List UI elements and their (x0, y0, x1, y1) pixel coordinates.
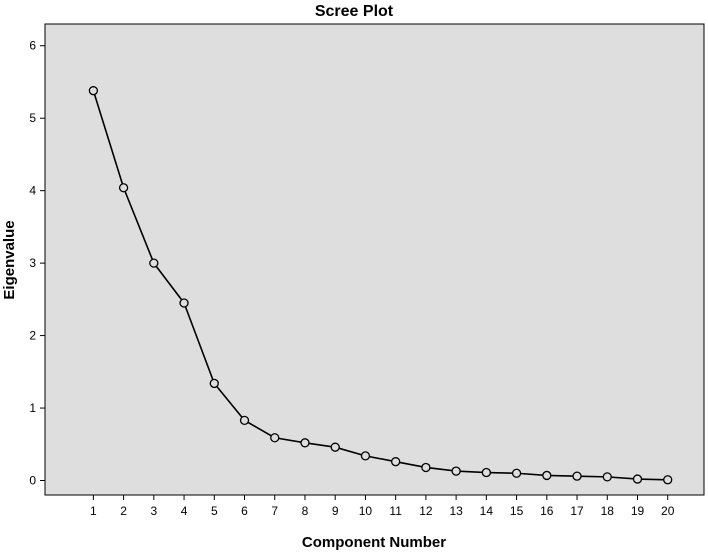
x-tick-label: 7 (271, 504, 278, 518)
y-axis-label: Eigenvalue (1, 220, 18, 299)
y-tick-label: 1 (29, 401, 36, 415)
x-tick-label: 6 (241, 504, 248, 518)
x-axis: 1 2 3 4 5 6 7 8 9 10 11 12 13 14 15 16 17 18 19 20 (90, 495, 675, 518)
x-tick-label: 10 (359, 504, 373, 518)
data-point (270, 433, 280, 443)
data-point (88, 86, 99, 96)
data-point (179, 298, 189, 308)
data-point (511, 468, 522, 478)
data-point (602, 472, 612, 482)
data-point (360, 451, 371, 461)
data-point (300, 438, 310, 448)
y-tick-label: 6 (29, 39, 36, 53)
data-point (421, 462, 431, 473)
data-point (239, 415, 250, 426)
data-point (330, 442, 340, 452)
chart-title: Scree Plot (315, 3, 394, 20)
x-tick-label: 5 (211, 504, 218, 518)
x-tick-label: 14 (480, 504, 494, 518)
data-point (663, 475, 673, 485)
series-line (92, 90, 668, 481)
x-tick-label: 3 (150, 504, 157, 518)
x-axis-label: Component Number (302, 534, 446, 551)
series-layer (88, 86, 673, 485)
data-point (391, 457, 401, 467)
x-tick-label: 20 (661, 504, 675, 518)
x-tick-label: 4 (181, 504, 188, 518)
x-tick-label: 1 (90, 504, 97, 518)
x-tick-label: 2 (120, 504, 127, 518)
data-point (451, 466, 461, 476)
x-tick-label: 9 (332, 504, 339, 518)
data-point (542, 470, 552, 481)
x-tick-label: 12 (419, 504, 433, 518)
data-point (209, 378, 219, 389)
x-tick-label: 13 (449, 504, 463, 518)
x-tick-label: 18 (601, 504, 615, 518)
x-tick-label: 11 (389, 504, 402, 518)
data-point (572, 471, 582, 481)
data-point (632, 474, 643, 484)
data-point (149, 258, 159, 268)
data-point (118, 183, 129, 193)
x-tick-label: 15 (510, 504, 524, 518)
x-tick-label: 8 (302, 504, 309, 518)
y-tick-label: 3 (29, 256, 36, 270)
y-tick-label: 4 (29, 184, 36, 198)
y-axis: 0 1 2 3 4 5 6 (29, 39, 45, 488)
plot-area (44, 23, 705, 496)
data-point (481, 467, 491, 478)
y-tick-label: 2 (29, 329, 36, 343)
y-tick-label: 0 (29, 474, 36, 488)
x-tick-label: 19 (631, 504, 645, 518)
x-tick-label: 17 (570, 504, 584, 518)
y-tick-label: 5 (29, 111, 36, 125)
x-tick-label: 16 (540, 504, 554, 518)
